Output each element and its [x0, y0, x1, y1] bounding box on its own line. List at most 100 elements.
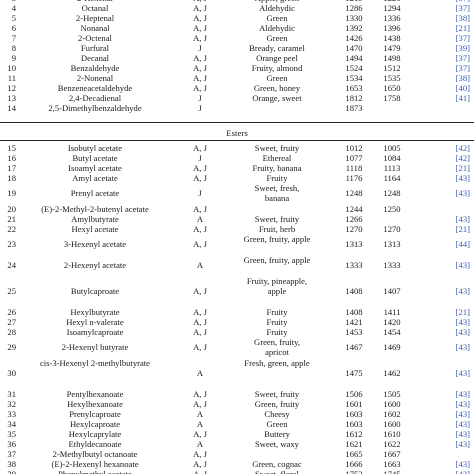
retention-index-lit: 1407 — [383, 286, 401, 297]
source-cell: A, J — [193, 23, 207, 33]
retention-index-calc: 1421 — [345, 317, 363, 327]
reference-link[interactable]: [43] — [455, 327, 470, 337]
compound-name: Hexylcaproate — [69, 419, 121, 429]
retention-index-calc: 1467 — [345, 342, 363, 353]
row-number: 30 — [7, 368, 16, 379]
odor-description: Fruity — [266, 327, 288, 337]
source-cell: A, J — [193, 399, 207, 409]
table-row: 18 Amyl acetate A, J Fruity 1176 1164 [43] — [0, 173, 474, 183]
row-number: 28 — [7, 327, 16, 337]
reference-link[interactable]: [21] — [455, 23, 470, 33]
reference-link[interactable]: [43] — [455, 342, 470, 353]
source-cell: A, J — [193, 63, 207, 73]
retention-index-lit: 1113 — [383, 163, 401, 173]
reference-link[interactable]: [42] — [455, 143, 470, 153]
compound-name: Phenylmethyl acetate — [58, 469, 132, 474]
retention-index-calc: 1333 — [345, 260, 363, 271]
reference-link[interactable]: [43] — [455, 389, 470, 399]
compound-name: Benzaldehyde — [70, 63, 120, 73]
table-row: 31 Pentylhexanoate A, J Sweet, fruity 1506 15… — [0, 389, 474, 399]
reference-link[interactable]: [21] — [455, 224, 470, 234]
reference-link[interactable]: [41] — [455, 93, 470, 103]
reference-link[interactable]: [43] — [455, 409, 470, 419]
source-cell: A, J — [193, 3, 207, 13]
reference-link[interactable]: [43] — [455, 317, 470, 327]
row-number: 32 — [7, 399, 16, 409]
retention-index-calc: 1426 — [345, 33, 363, 43]
reference-link[interactable]: [37] — [455, 33, 470, 43]
compound-name: 2-Methylbutyl octanoate — [52, 449, 138, 459]
compound-name: Octanal — [81, 3, 109, 13]
retention-index-lit: 1336 — [383, 13, 401, 23]
source-cell: A — [196, 260, 204, 271]
compound-name: Nonanal — [80, 23, 110, 33]
compound-name: (E)-2-Methyl-2-butenyl acetate — [41, 204, 149, 214]
retention-index-calc: 1408 — [345, 307, 363, 317]
source-cell: J — [198, 188, 202, 199]
reference-link[interactable]: [43] — [455, 469, 470, 474]
retention-index-calc: 1266 — [345, 214, 363, 224]
reference-link[interactable]: [43] — [455, 260, 470, 271]
row-number: 39 — [7, 469, 16, 474]
reference-link[interactable]: [39] — [455, 43, 470, 53]
odor-description: Fruit, herb — [258, 224, 296, 234]
reference-link[interactable]: [42] — [455, 153, 470, 163]
reference-link[interactable]: [40] — [455, 83, 470, 93]
reference-link[interactable]: [38] — [455, 73, 470, 83]
source-cell: A — [196, 419, 204, 429]
reference-link[interactable]: [43] — [455, 368, 470, 379]
compound-name: Hexylcaprylate — [68, 429, 122, 439]
row-number: 19 — [7, 188, 16, 199]
section-label-esters: Esters — [226, 128, 248, 138]
table-row: 33 Prenylcaproate A Cheesy 1603 1602 [43] — [0, 409, 474, 419]
reference-link[interactable]: [43] — [455, 429, 470, 439]
reference-link[interactable]: [37] — [455, 53, 470, 63]
reference-link[interactable]: [21] — [455, 163, 470, 173]
compound-name: 2,4-Decadienal — [68, 93, 122, 103]
reference-link[interactable]: [43] — [455, 419, 470, 429]
reference-link[interactable]: [43] — [455, 188, 470, 199]
reference-link[interactable]: [43] — [455, 173, 470, 183]
retention-index-calc: 1812 — [345, 93, 363, 103]
source-cell: A, J — [193, 389, 207, 399]
reference-link[interactable]: [44] — [455, 239, 470, 250]
row-number: 10 — [7, 63, 16, 73]
reference-link[interactable]: [37] — [436, 0, 470, 3]
reference-link[interactable]: [21] — [455, 307, 470, 317]
table-row: 27 Hexyl n-valerate A, J Fruity 1421 1420 [43] — [0, 317, 474, 327]
section-divider-bottom — [0, 140, 474, 141]
table-row: 30 cis-3-Hexenyl 2-methylbutyrate A Fresh, … — [0, 358, 474, 389]
source-cell: J — [198, 93, 202, 103]
reference-link[interactable]: [37] — [455, 63, 470, 73]
odor-description: Green, fruity — [254, 399, 300, 409]
reference-link[interactable]: [43] — [455, 286, 470, 297]
compound-name: Hexyl n-valerate — [66, 317, 124, 327]
row-number: 14 — [7, 103, 16, 113]
source-cell: A, J — [193, 83, 207, 93]
retention-index-lit: 1462 — [383, 368, 401, 379]
reference-link[interactable]: [43] — [455, 459, 470, 469]
odor-description: Fresh, green, apple — [244, 358, 310, 368]
reference-link[interactable]: [43] — [455, 214, 470, 224]
retention-index-lit: 1313 — [383, 239, 401, 250]
table-row: 10 Benzaldehyde A, J Fruity, almond 1524 1512… — [0, 63, 474, 73]
reference-link[interactable]: [43] — [455, 439, 470, 449]
row-number: 23 — [7, 239, 16, 250]
reference-link[interactable]: [38] — [455, 13, 470, 23]
odor-description: Fruity, almond — [251, 63, 303, 73]
retention-index-calc: 1506 — [345, 389, 363, 399]
source-cell: J — [198, 43, 202, 53]
table-row: 8 Furfural J Bready, caramel 1470 1479 [39] — [0, 43, 474, 53]
retention-index-calc: 1248 — [345, 188, 363, 199]
source-cell: A, J — [193, 317, 207, 327]
retention-index-calc: 1666 — [345, 459, 363, 469]
retention-index-calc: 1524 — [345, 63, 363, 73]
odor-description: Green — [266, 13, 288, 23]
reference-link[interactable]: [37] — [455, 3, 470, 13]
retention-index-lit: 1420 — [383, 317, 401, 327]
compound-name: 2-Hexenyl acetate — [63, 260, 127, 271]
retention-index-calc: 1077 — [345, 153, 363, 163]
reference-link[interactable]: [43] — [455, 399, 470, 409]
odor-description: Sweet, fruity — [254, 143, 300, 153]
table-row: 17 Isoamyl acetate A, J Fruity, banana 1118 1… — [0, 163, 474, 173]
